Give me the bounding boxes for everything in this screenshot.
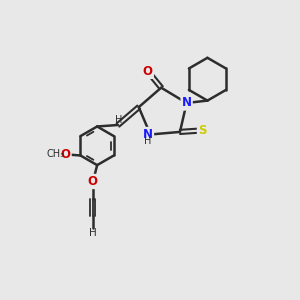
Text: O: O [61, 148, 70, 161]
Text: H: H [115, 115, 122, 124]
Text: H: H [144, 136, 152, 146]
Text: N: N [143, 128, 153, 141]
Text: S: S [198, 124, 206, 137]
Text: O: O [143, 65, 153, 78]
Text: O: O [88, 175, 98, 188]
Text: N: N [182, 97, 192, 110]
Text: CH₃: CH₃ [46, 149, 64, 159]
Text: H: H [89, 228, 97, 238]
